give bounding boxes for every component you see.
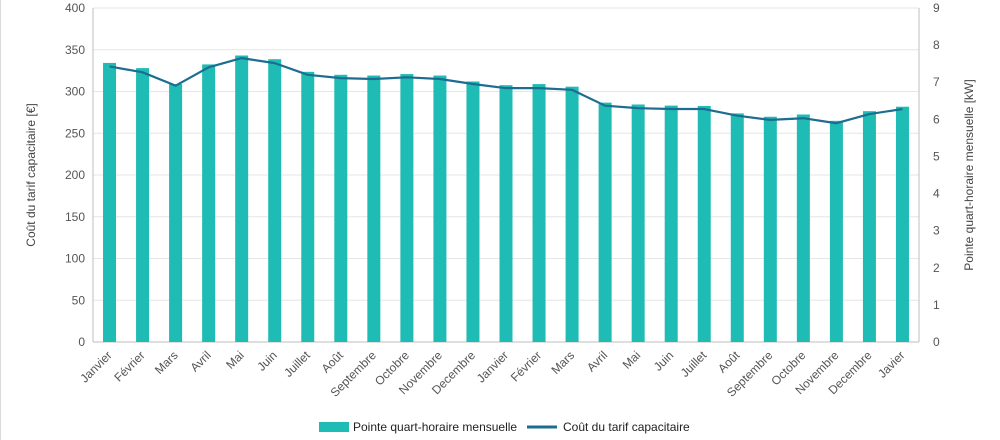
y-tick-label-right: 7 <box>933 75 940 89</box>
bar <box>169 84 183 343</box>
x-tick-label: Javier <box>875 348 908 381</box>
y-tick-label-left: 0 <box>78 335 85 349</box>
bar <box>499 85 513 343</box>
x-tick-label: Avril <box>584 348 610 374</box>
x-tick-label: Août <box>715 348 743 376</box>
bar <box>466 81 480 342</box>
bar <box>763 116 777 342</box>
cost-line <box>109 56 903 125</box>
bar <box>400 74 414 343</box>
bar <box>730 113 744 342</box>
y-tick-label-right: 5 <box>933 149 940 163</box>
bar <box>796 114 810 343</box>
bar <box>235 55 249 342</box>
y-tick-label-left: 100 <box>65 252 85 266</box>
bar <box>301 71 315 342</box>
y-tick-label-left: 150 <box>65 210 85 224</box>
bar <box>862 111 876 343</box>
bar <box>697 105 711 343</box>
y-tick-label-left: 350 <box>65 43 85 57</box>
bar <box>565 86 579 342</box>
x-tick-label: Juin <box>254 348 279 373</box>
y-tick-label-left: 250 <box>65 126 85 140</box>
bar <box>367 75 381 342</box>
y-tick-label-right: 8 <box>933 38 940 52</box>
x-tick-label: Août <box>319 348 347 376</box>
bar <box>136 68 150 343</box>
bar <box>103 62 117 343</box>
x-tick-label: Juin <box>651 348 676 373</box>
bar <box>202 64 216 343</box>
bar <box>829 120 843 342</box>
bar <box>433 75 447 342</box>
bar <box>664 105 678 342</box>
legend-swatch-bar <box>319 422 349 432</box>
bar <box>631 104 645 342</box>
x-tick-label: Février <box>508 348 544 384</box>
y-tick-label-right: 4 <box>933 187 940 201</box>
y-tick-label-left: 400 <box>65 1 85 15</box>
y-tick-label-left: 200 <box>65 168 85 182</box>
y-tick-label-right: 1 <box>933 298 940 312</box>
x-tick-label: Avril <box>188 348 214 374</box>
y-tick-label-left: 50 <box>72 293 86 307</box>
y-tick-label-right: 3 <box>933 224 940 238</box>
x-tick-label: Février <box>111 348 147 384</box>
bar <box>598 102 612 342</box>
y-tick-label-right: 6 <box>933 112 940 126</box>
x-tick-label: Juillet <box>678 348 710 380</box>
x-tick-label: Mars <box>152 348 181 377</box>
bar <box>532 84 546 343</box>
x-tick-label: Juillet <box>281 348 313 380</box>
bar <box>334 74 348 343</box>
bar <box>895 106 909 343</box>
x-tick-label: Mars <box>548 348 577 377</box>
y-tick-label-left: 300 <box>65 85 85 99</box>
x-tick-label: Janvier <box>77 348 114 385</box>
y-axis-title-right: Pointe quart-horaire mensuelle [kW] <box>962 79 976 270</box>
x-tick-label: Mai <box>620 348 644 372</box>
y-tick-label-right: 0 <box>933 335 940 349</box>
y-tick-label-right: 2 <box>933 261 940 275</box>
bar <box>268 59 282 343</box>
legend-label-bar: Pointe quart-horaire mensuelle <box>353 420 517 434</box>
y-tick-label-right: 9 <box>933 1 940 15</box>
legend-label-line: Coût du tarif capacitaire <box>563 420 690 434</box>
x-tick-label: Mai <box>223 348 247 372</box>
y-axis-title-left: Coût du tarif capacitaire [€] <box>24 103 38 246</box>
x-tick-label: Janvier <box>474 348 511 385</box>
